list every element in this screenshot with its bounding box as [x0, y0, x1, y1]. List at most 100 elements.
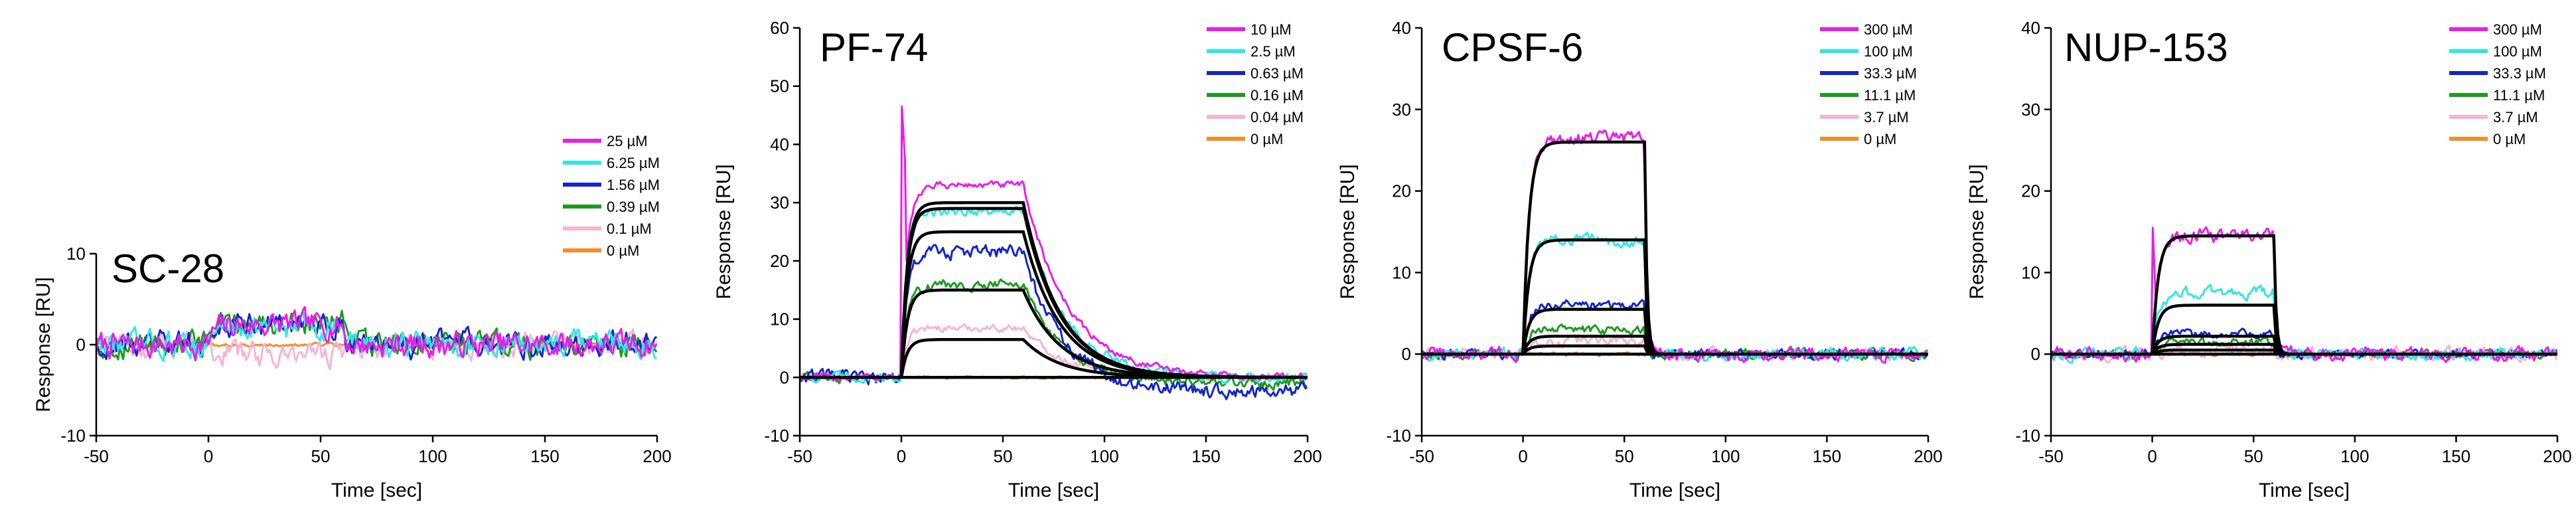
- legend-label: 3.7 µM: [2493, 109, 2538, 126]
- legend-label: 0.1 µM: [607, 220, 652, 237]
- legend-label: 0.16 µM: [1250, 87, 1304, 104]
- y-tick-label: -10: [1386, 426, 1411, 446]
- y-tick-label: -10: [764, 426, 789, 446]
- y-tick-label: 10: [2021, 262, 2040, 282]
- x-tick-label: 200: [2543, 446, 2571, 466]
- x-tick-label: 50: [994, 446, 1013, 466]
- x-tick-label: 150: [1813, 446, 1841, 466]
- plot-area: [96, 305, 657, 371]
- series-line: [1422, 231, 1928, 363]
- x-tick-label: 150: [1191, 446, 1220, 466]
- legend: 25 µM 6.25 µM 1.56 µM 0.39 µM 0.1 µM 0 µM: [563, 133, 660, 259]
- x-tick-label: 100: [1711, 446, 1740, 466]
- y-axis-title: Response [RU]: [713, 164, 735, 299]
- x-tick-label: -50: [2038, 446, 2064, 466]
- chart-panel-1: -50 0 50 100 150 200 -10 0 10 Time [sec] Response …: [33, 133, 672, 501]
- fit-curve: [800, 207, 1308, 379]
- y-tick-label: 40: [2021, 18, 2040, 38]
- y-tick-label: -10: [60, 426, 86, 446]
- panel-title: SC-28: [112, 246, 224, 291]
- y-tick-label: 0: [76, 335, 86, 355]
- x-tick-label: 100: [418, 446, 447, 466]
- legend-label: 100 µM: [2493, 43, 2542, 60]
- chart-panel-4: -50 0 50 100 150 200 -10 0 10 20 30 40 Time [sec] Res…: [1966, 18, 2572, 501]
- series-line: [800, 244, 1308, 400]
- x-tick-label: 50: [2244, 446, 2263, 466]
- legend-label: 1.56 µM: [607, 177, 660, 193]
- x-tick-label: 200: [1914, 446, 1942, 466]
- legend-label: 0 µM: [607, 242, 639, 259]
- chart-panel-3: -50 0 50 100 150 200 -10 0 10 20 30 40 Time [sec] Res…: [1337, 18, 1943, 501]
- x-tick-label: -50: [84, 446, 109, 466]
- legend-label: 33.3 µM: [2493, 65, 2546, 82]
- x-tick-label: 0: [897, 446, 906, 466]
- x-axis-title: Time [sec]: [1629, 479, 1720, 501]
- legend-label: 0.39 µM: [607, 199, 660, 215]
- y-axis-title: Response [RU]: [1337, 164, 1359, 299]
- series-line: [96, 305, 657, 361]
- y-tick-label: 30: [2021, 100, 2040, 120]
- fit-curve: [1422, 238, 1928, 356]
- y-tick-label: 10: [770, 309, 789, 329]
- x-tick-label: -50: [787, 446, 812, 466]
- x-axis-title: Time [sec]: [1008, 479, 1099, 501]
- x-tick-label: 150: [530, 446, 559, 466]
- y-tick-label: 10: [1392, 262, 1411, 282]
- x-tick-label: -50: [1409, 446, 1434, 466]
- x-tick-label: 100: [2340, 446, 2369, 466]
- legend-label: 2.5 µM: [1250, 43, 1296, 60]
- y-tick-label: 50: [770, 76, 789, 96]
- panel-title: CPSF-6: [1442, 25, 1583, 70]
- x-tick-label: 150: [2442, 446, 2470, 466]
- fit-curve: [1422, 307, 1928, 356]
- x-tick-label: 50: [311, 446, 331, 466]
- series-line: [1422, 130, 1928, 364]
- legend-label: 33.3 µM: [1864, 65, 1917, 82]
- fit-curve: [2051, 303, 2557, 356]
- legend: 10 µM 2.5 µM 0.63 µM 0.16 µM 0.04 µM 0 µM: [1207, 21, 1304, 147]
- legend-label: 6.25 µM: [607, 155, 660, 171]
- plot-area: [2051, 226, 2557, 364]
- panel-title: NUP-153: [2064, 25, 2228, 70]
- y-axis-title: Response [RU]: [1966, 164, 1988, 299]
- y-tick-label: -10: [2015, 426, 2040, 446]
- x-tick-label: 200: [1293, 446, 1322, 466]
- x-tick-label: 0: [204, 446, 213, 466]
- legend-label: 100 µM: [1864, 43, 1913, 60]
- legend-label: 11.1 µM: [1864, 87, 1916, 104]
- y-tick-label: 30: [770, 193, 789, 213]
- x-axis-title: Time [sec]: [2259, 479, 2350, 501]
- y-tick-label: 40: [770, 134, 789, 154]
- x-tick-label: 100: [1090, 446, 1118, 466]
- series-line: [800, 323, 1308, 383]
- fit-curve: [800, 201, 1308, 379]
- y-tick-label: 20: [2021, 181, 2040, 201]
- y-tick-label: 20: [770, 251, 789, 271]
- y-tick-label: 0: [780, 367, 789, 387]
- legend-label: 0 µM: [1250, 131, 1283, 147]
- y-tick-label: 20: [1392, 181, 1411, 201]
- legend-label: 25 µM: [607, 133, 648, 149]
- legend-label: 300 µM: [2493, 21, 2542, 38]
- chart-panel-2: -50 0 50 100 150 200 -10 0 10 20 30 40 50 60 Time [sec…: [713, 18, 1322, 501]
- y-tick-label: 40: [1392, 18, 1411, 38]
- legend-label: 0.63 µM: [1250, 65, 1304, 82]
- legend-label: 11.1 µM: [2493, 87, 2545, 104]
- legend-label: 0 µM: [1864, 131, 1896, 147]
- y-tick-label: 10: [66, 244, 86, 264]
- legend: 300 µM 100 µM 33.3 µM 11.1 µM 3.7 µM 0 µM: [2449, 21, 2546, 147]
- series-line: [2051, 226, 2557, 363]
- legend-label: 300 µM: [1864, 21, 1913, 38]
- x-tick-label: 50: [1615, 446, 1634, 466]
- panel-title: PF-74: [820, 25, 928, 70]
- legend-label: 3.7 µM: [1864, 109, 1909, 126]
- y-axis-title: Response [RU]: [33, 277, 54, 412]
- y-tick-label: 0: [2031, 344, 2040, 364]
- fit-curve: [2051, 234, 2557, 356]
- legend: 300 µM 100 µM 33.3 µM 11.1 µM 3.7 µM 0 µM: [1820, 21, 1917, 147]
- x-tick-label: 0: [1518, 446, 1527, 466]
- y-tick-label: 60: [770, 18, 789, 38]
- legend-label: 0.04 µM: [1250, 109, 1304, 126]
- x-tick-label: 0: [2147, 446, 2157, 466]
